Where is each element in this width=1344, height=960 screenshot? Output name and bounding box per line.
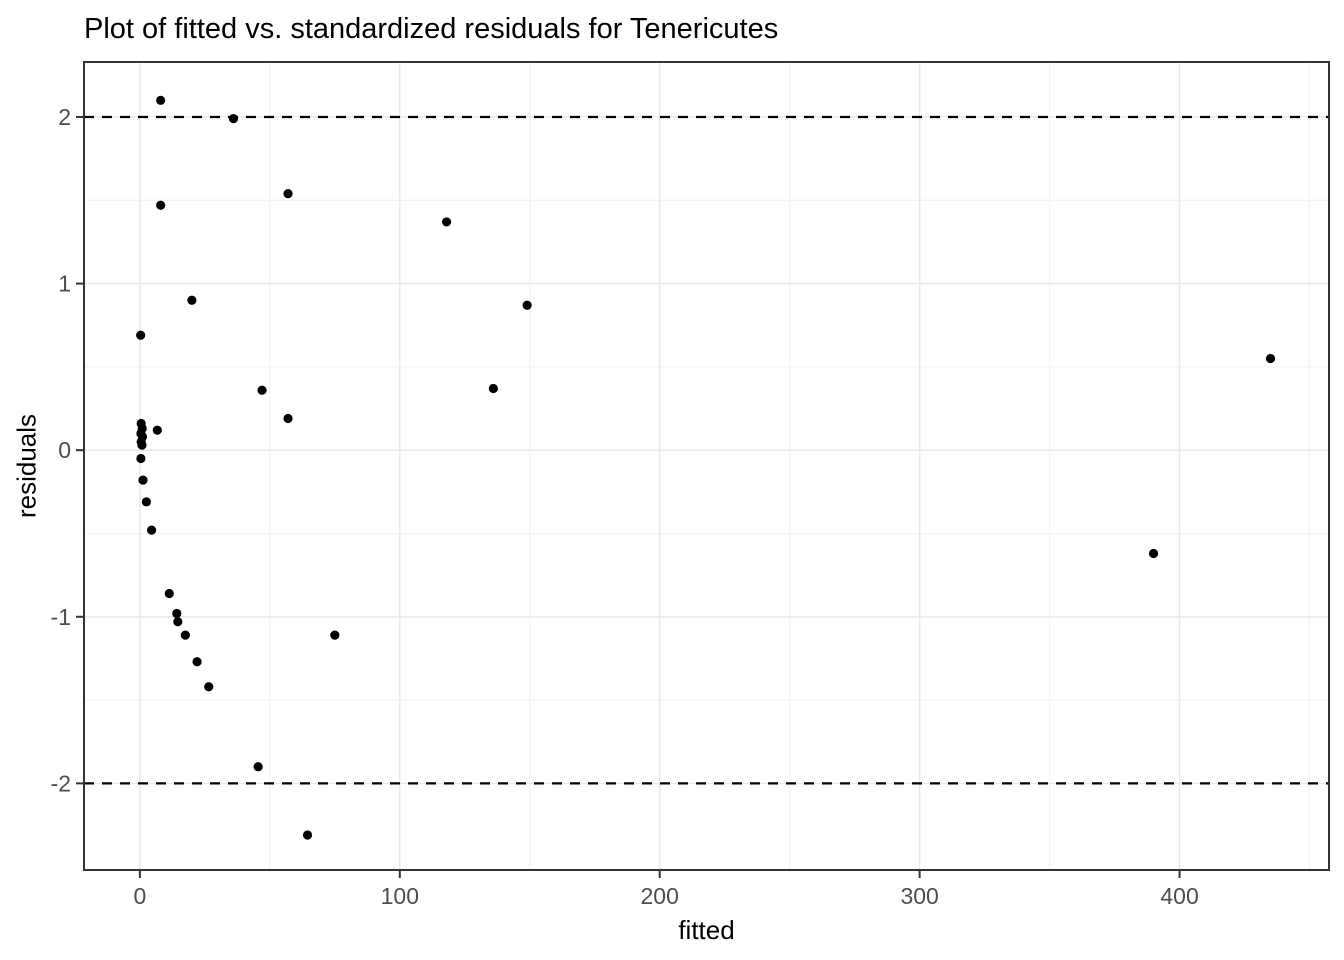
data-point [156, 200, 166, 210]
data-point [330, 630, 340, 640]
data-point [228, 114, 239, 124]
x-tick-label: 300 [900, 883, 938, 909]
data-point [522, 300, 532, 310]
x-tick-label: 400 [1160, 883, 1198, 909]
y-axis-title: residuals [11, 413, 42, 519]
panel-border [83, 61, 1330, 871]
data-point [1148, 548, 1159, 559]
data-point [253, 762, 263, 772]
data-point [173, 617, 183, 627]
data-point [441, 217, 452, 227]
data-point [138, 475, 148, 485]
data-point [1265, 353, 1276, 364]
y-tick-label: 2 [58, 104, 71, 130]
x-tick-label: 200 [641, 883, 679, 909]
data-point [146, 525, 157, 535]
x-tick-label: 100 [381, 883, 419, 909]
data-point [141, 497, 151, 507]
x-axis-title: fitted [678, 915, 735, 945]
panel-background [84, 62, 1329, 870]
data-point [204, 682, 214, 692]
y-tick-label: -1 [51, 604, 71, 630]
y-tick-label: -2 [51, 770, 71, 796]
data-point [137, 440, 147, 450]
data-point [283, 413, 293, 424]
data-points [136, 95, 1276, 840]
reference-lines [84, 115, 1329, 785]
data-point [488, 383, 498, 394]
y-tick-label: 0 [58, 437, 71, 463]
data-point [156, 95, 166, 105]
data-point [187, 295, 197, 305]
data-point [164, 588, 174, 599]
data-point [172, 608, 182, 619]
y-tick-label: 1 [58, 271, 71, 297]
data-point [136, 330, 146, 340]
data-point [283, 189, 293, 199]
data-point [192, 657, 202, 667]
data-point [152, 425, 162, 435]
axis-ticks: 0 100 200 300 400 -2 -1 0 1 2 [51, 104, 1199, 909]
data-point [257, 385, 267, 395]
data-point [302, 830, 313, 840]
data-point [180, 630, 190, 640]
chart-title: Plot of fitted vs. standardized residual… [84, 13, 779, 45]
grid-minor [84, 62, 1329, 870]
x-tick-label: 0 [133, 883, 146, 909]
data-point [136, 453, 146, 464]
